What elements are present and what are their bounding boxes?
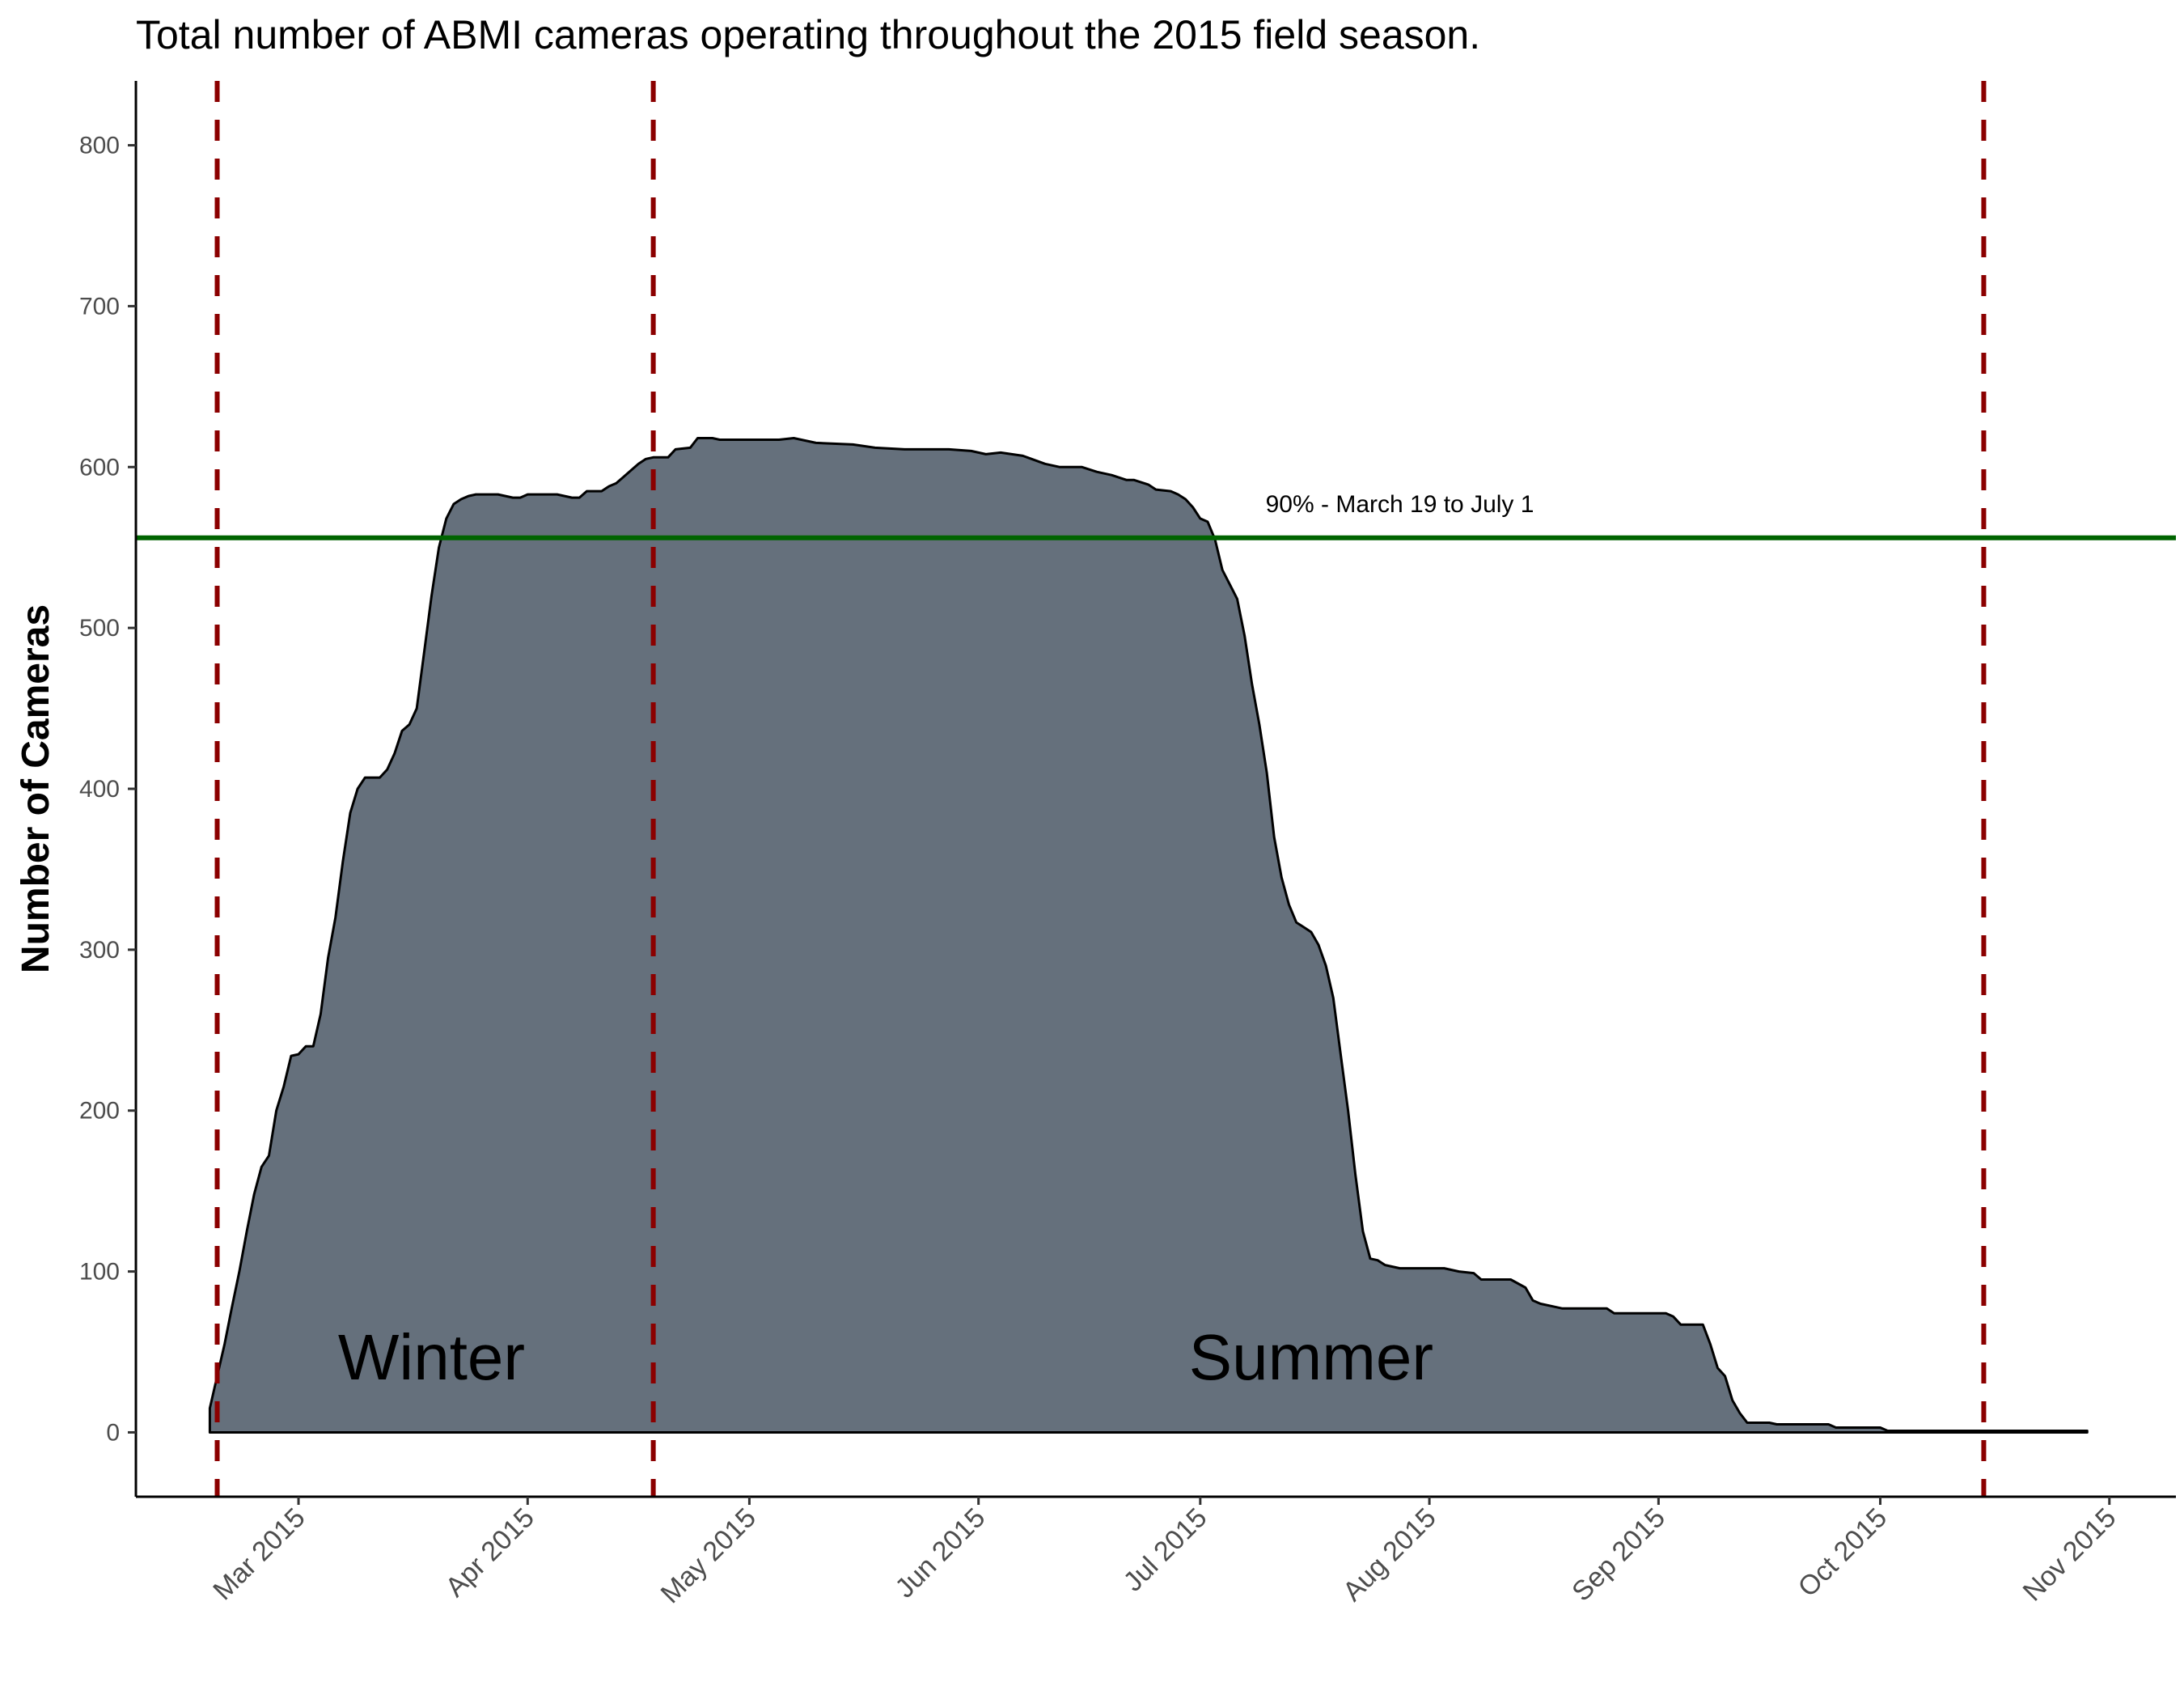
- y-tick-label: 600: [79, 454, 120, 481]
- season-label: Summer: [1189, 1321, 1433, 1393]
- season-label: Winter: [338, 1321, 525, 1393]
- y-tick-label: 400: [79, 776, 120, 803]
- annotations: 90% - March 19 to July 1 Winter Summer: [338, 491, 1534, 1393]
- x-tick-label: Jun 2015: [890, 1502, 992, 1604]
- y-tick-label: 200: [79, 1098, 120, 1125]
- camera-count-area: [208, 437, 2089, 1434]
- area-layer: [208, 437, 2089, 1434]
- x-tick-label: Apr 2015: [440, 1502, 540, 1603]
- reference-lines: [136, 81, 2176, 1497]
- x-tick-label: Mar 2015: [207, 1502, 311, 1606]
- y-axis-label: Number of Cameras: [15, 604, 57, 973]
- y-tick-label: 500: [79, 615, 120, 642]
- y-tick-label: 300: [79, 937, 120, 964]
- x-tick-label: Sep 2015: [1566, 1502, 1671, 1608]
- threshold-annotation: 90% - March 19 to July 1: [1266, 491, 1534, 518]
- x-tick-label: Oct 2015: [1792, 1502, 1893, 1603]
- chart-title: Total number of ABMI cameras operating t…: [136, 12, 1480, 57]
- y-tick-label: 100: [79, 1259, 120, 1286]
- y-tick-label: 0: [106, 1419, 120, 1446]
- y-tick-label: 700: [79, 293, 120, 320]
- x-tick-label: May 2015: [655, 1502, 762, 1609]
- x-tick-label: Jul 2015: [1118, 1502, 1213, 1598]
- y-tick-label: 800: [79, 133, 120, 159]
- x-tick-label: Aug 2015: [1337, 1502, 1442, 1608]
- x-tick-label: Nov 2015: [2017, 1502, 2123, 1608]
